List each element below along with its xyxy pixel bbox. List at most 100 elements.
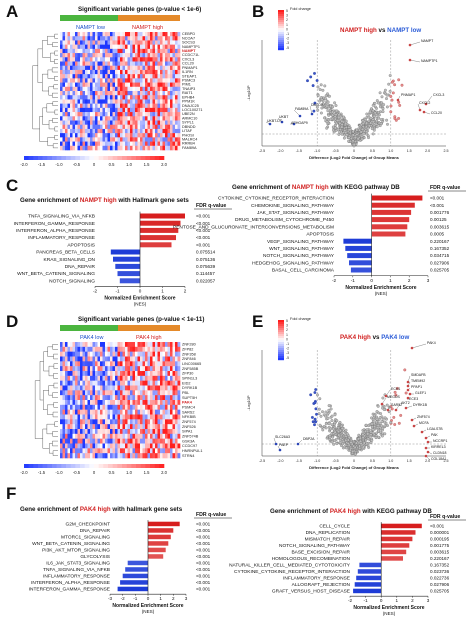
nes-axis-sublabel: (NES) bbox=[375, 291, 388, 296]
fdr-value: <0.001 bbox=[196, 535, 211, 540]
fdr-value: <0.001 bbox=[196, 235, 211, 240]
panel-f-right-title: Gene enrichment of PAK4 high with KEGG p… bbox=[270, 508, 432, 515]
volcano-gene-label: UKBT bbox=[279, 115, 289, 119]
enrichment-bar bbox=[127, 560, 148, 566]
pathway-label: HEDGEHOG_SIGNALING_PATHWAY bbox=[252, 260, 335, 266]
volcano-gene-label: MCFA bbox=[419, 421, 429, 425]
panel-e-label: E bbox=[252, 312, 264, 331]
enrichment-bar bbox=[371, 195, 423, 201]
gene-label: CEBPD bbox=[182, 32, 195, 36]
panel-d-title: Significant variable genes (p-value < 1e… bbox=[78, 316, 205, 323]
enrichment-bar bbox=[140, 220, 181, 226]
legend-tick: 2 bbox=[286, 18, 288, 22]
gene-label: STRN4 bbox=[182, 454, 194, 458]
scale-tick: 0 bbox=[93, 470, 96, 475]
pathway-label: APOPTOSIS bbox=[67, 242, 95, 248]
volcano-gene-label: ECE3 bbox=[409, 397, 418, 401]
gene-label: IL1RN bbox=[182, 70, 193, 74]
volcano-gene-label: SMDAFB bbox=[411, 373, 426, 377]
enrichment-bar bbox=[343, 238, 372, 244]
volcano-gene-label: GLEF1 bbox=[415, 391, 426, 395]
fdr-value: 0.003615 bbox=[430, 550, 450, 555]
scale-tick: 1.5 bbox=[144, 470, 150, 475]
fdr-value: <0.001 bbox=[196, 214, 211, 219]
fdr-value: <0.001 bbox=[196, 580, 211, 585]
nes-axis-label: Normalized Enrichment Score bbox=[104, 296, 175, 302]
enrichment-bar bbox=[148, 554, 164, 559]
nes-tick: 1 bbox=[161, 289, 164, 294]
gene-label: SIPA1 bbox=[182, 430, 192, 434]
gene-label: TNAIP3 bbox=[182, 87, 195, 91]
gene-label: ZNF280 bbox=[182, 343, 196, 347]
legend-tick: -2 bbox=[286, 37, 289, 41]
volcano-gene-label: DBP2A bbox=[303, 437, 315, 441]
legend-tick: 2 bbox=[286, 328, 288, 332]
pathway-label: G2M_CHECKPOINT bbox=[65, 522, 110, 528]
volcano-gene-label: NAMPTP1 bbox=[421, 59, 438, 63]
y-axis-label: -Log10P bbox=[246, 85, 251, 100]
legend-tick: 3 bbox=[286, 14, 288, 18]
x-tick: -2.5 bbox=[259, 149, 265, 153]
pathway-label: NOTCH_SIGNALING bbox=[49, 278, 95, 284]
scale-tick: -0.5 bbox=[73, 162, 81, 167]
x-tick: -1.5 bbox=[296, 459, 302, 463]
enrichment-bar bbox=[381, 536, 413, 542]
panel-e-title-vs: vs bbox=[372, 334, 380, 341]
enrichment-bar bbox=[120, 580, 148, 585]
fdr-value: <0.001 bbox=[196, 548, 211, 553]
fdr-value: <0.001 bbox=[196, 242, 211, 247]
panel-c-left-title: Gene enrichment of NAMPT high with Hallm… bbox=[20, 197, 189, 204]
fdr-value: 0.000195 bbox=[430, 537, 450, 542]
fdr-value: 0.023736 bbox=[430, 569, 450, 574]
panel-f-left-title-hi: PAK4 high bbox=[79, 506, 111, 513]
enrichment-bar bbox=[110, 249, 141, 255]
enrichment-bar bbox=[381, 549, 407, 555]
pathway-label: INTERFERON_GAMMA_RESPONSE bbox=[14, 221, 95, 227]
gene-label: ZNF585B bbox=[182, 367, 199, 371]
pathway-label: PANCREAS_BETA_CELLS bbox=[36, 250, 95, 256]
enrichment-bar bbox=[356, 575, 382, 581]
fdr-value: 0.167352 bbox=[430, 563, 450, 568]
scale-tick: -1.0 bbox=[55, 470, 63, 475]
legend-tick: -5 bbox=[286, 46, 289, 50]
panel-e-title-high: PAK4 high bbox=[340, 334, 371, 341]
nes-tick: 2 bbox=[184, 289, 187, 294]
pathway-label: INFLAMMATORY_RESPONSE bbox=[28, 235, 95, 241]
nes-tick: 0 bbox=[370, 278, 373, 283]
pathway-label: DNA_REPAIR bbox=[65, 264, 96, 270]
gene-label: LOC100271 bbox=[182, 108, 202, 112]
enrichment-bar bbox=[148, 534, 171, 540]
pathway-label: CYTOKINE_CYTOKINE_RECEPTOR_INTERACTION bbox=[234, 569, 350, 575]
x-tick: -1.0 bbox=[314, 459, 320, 463]
volcano-gene-label: COL18A1 bbox=[431, 457, 446, 461]
scale-tick: 0.5 bbox=[109, 162, 115, 167]
enrichment-bar bbox=[349, 260, 372, 266]
group-low-label-d: PAK4 low bbox=[80, 335, 103, 341]
scale-tick: 2.0 bbox=[161, 162, 167, 167]
panel-b-title-vs: vs bbox=[378, 27, 386, 34]
scale-tick: -2.0 bbox=[20, 162, 28, 167]
legend-tick: -2 bbox=[286, 347, 289, 351]
legend-tick: 1 bbox=[286, 23, 288, 27]
x-tick: 2.5 bbox=[444, 149, 449, 153]
gene-label: PAK4 bbox=[182, 401, 193, 405]
gene-label: NCOA7 bbox=[182, 36, 195, 40]
dendrogram-d bbox=[34, 344, 58, 456]
nes-tick: 3 bbox=[185, 596, 188, 601]
volcano-gene-label: KIRREL3 bbox=[431, 445, 446, 449]
enrichment-bar bbox=[117, 271, 140, 277]
volcano-gene-label: SAR52 bbox=[391, 403, 402, 407]
volcano-gene-label: ECH1 bbox=[391, 387, 400, 391]
pathway-label: KRAS_SIGNALING_DN bbox=[44, 257, 96, 263]
enrichment-bar bbox=[115, 263, 141, 269]
gene-label: PSMC4 bbox=[182, 406, 195, 410]
fdr-value: 0.022736 bbox=[430, 576, 450, 581]
fdr-value: 0.114457 bbox=[196, 271, 215, 276]
panel-f-right-title-2: with KEGG pathway DB bbox=[360, 508, 432, 515]
fdr-value: 0.075639 bbox=[196, 264, 216, 269]
legend-tick: -3 bbox=[286, 41, 289, 45]
scale-tick: -0.5 bbox=[73, 470, 81, 475]
gene-label: NFKBIB bbox=[182, 415, 196, 419]
